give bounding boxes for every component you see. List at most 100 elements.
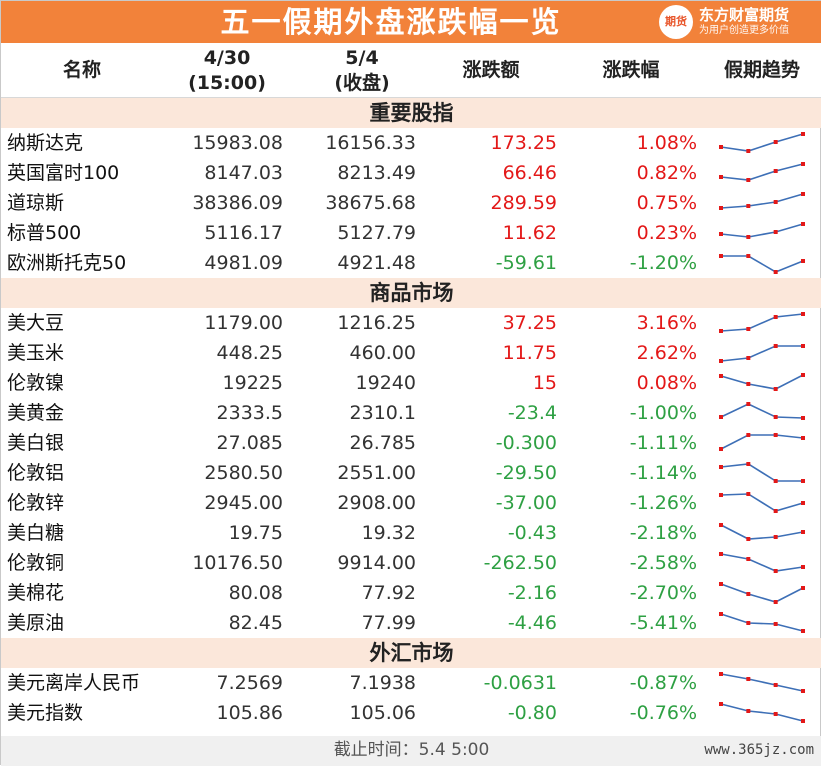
table-row: 美元离岸人民币 7.2569 7.1938 -0.0631 -0.87% [1,668,821,698]
price-0430: 448.25 [216,342,283,364]
sparkline-svg [719,433,805,451]
sparkline-point [773,712,778,716]
sparkline-point [746,677,751,681]
price-0430: 2333.5 [216,402,283,424]
sparkline-point [773,344,778,348]
sparkline-svg [719,552,805,573]
price-0430: 2945.00 [204,492,283,514]
change-amount: -0.43 [507,522,557,544]
sparkline-point [801,479,805,483]
instrument-name: 美白银 [7,432,65,454]
sparkline-svg [719,222,805,239]
instrument-name: 美白糖 [7,522,65,544]
change-amount: 289.59 [490,192,557,214]
sparkline-point [801,373,805,377]
header-date-1: 4/30 (15:00) [166,43,288,98]
price-0504: 1216.25 [337,312,416,334]
price-0504: 77.99 [361,612,416,634]
change-amount: -4.46 [507,612,557,634]
sparkline-point [719,582,723,586]
brand-logo: 期货 东方财富期货 为用户创造更多价值 [659,5,819,39]
sparkline-point [773,387,778,391]
change-amount: 37.25 [502,312,557,334]
cutoff-time: 截止时间：5.4 5:00 [333,740,490,760]
trend-sparkline [716,428,811,458]
instrument-name: 伦敦铜 [7,552,65,574]
change-percent: 3.16% [636,312,697,334]
header-change: 涨跌额 [431,43,551,98]
table-row: 伦敦镍 19225 19240 15 0.08% [1,368,821,398]
sparkline-point [773,230,778,234]
sparkline-point [719,175,723,179]
change-percent: -1.11% [629,432,697,454]
sparkline-line [720,345,803,362]
sparkline-point [719,145,723,149]
price-0430: 15983.08 [192,132,283,154]
section-header: 商品市场 [1,278,821,308]
header-date-2-top: 5/4 [345,46,379,69]
price-0504: 38675.68 [325,192,416,214]
price-0430: 27.085 [216,432,283,454]
change-percent: -2.58% [629,552,697,574]
sparkline-line [720,553,804,572]
sparkline-svg [719,612,805,633]
change-amount: 66.46 [502,162,557,184]
instrument-name: 美元指数 [7,702,84,724]
sparkline-svg [719,582,805,604]
trend-sparkline [716,398,811,428]
price-0430: 38386.09 [192,192,283,214]
instrument-name: 美黄金 [7,402,65,424]
change-amount: -0.0631 [483,672,557,694]
trend-sparkline [716,458,811,488]
sparkline-point [773,569,778,573]
sparkline-point [773,315,778,319]
trend-sparkline [716,248,811,278]
sparkline-point [719,493,723,497]
price-0504: 460.00 [349,342,416,364]
instrument-name: 美原油 [7,612,65,634]
change-amount: 173.25 [490,132,557,154]
change-amount: -37.00 [495,492,557,514]
sparkline-point [719,374,723,378]
sparkline-point [801,565,805,569]
sparkline-point [746,557,751,561]
sparkline-point [801,344,805,348]
section-header: 外汇市场 [1,638,821,668]
header-date-1-bottom: (15:00) [188,71,266,94]
trend-sparkline [716,338,811,368]
sparkline-point [719,523,723,527]
price-0430: 105.86 [216,702,283,724]
trend-sparkline [716,548,811,578]
price-0504: 8213.49 [337,162,416,184]
sparkline-point [801,629,805,633]
header-date-1-top: 4/30 [203,46,251,69]
change-percent: -0.76% [629,702,697,724]
table-row: 美白糖 19.75 19.32 -0.43 -2.18% [1,518,821,548]
header-trend-label: 假期趋势 [723,59,800,81]
sparkline-point [746,592,751,596]
sparkline-line [720,374,804,390]
price-0504: 77.92 [361,582,416,604]
change-amount: -23.4 [507,402,557,424]
table-row: 欧洲斯托克50 4981.09 4921.48 -59.61 -1.20% [1,248,821,278]
sparkline-point [746,402,751,406]
sparkline-point [801,222,805,226]
sparkline-point [801,192,805,196]
header-name-label: 名称 [62,59,101,81]
sparkline-point [801,586,805,590]
sparkline-point [746,178,751,182]
table-row: 美黄金 2333.5 2310.1 -23.4 -1.00% [1,398,821,428]
sparkline-line [720,703,804,722]
sparkline-point [746,327,751,331]
change-amount: -59.61 [495,252,557,274]
sparkline-point [773,622,778,626]
sparkline-point [773,200,778,204]
sparkline-line [720,193,804,209]
footer: 截止时间：5.4 5:00 www.365jz.com [1,736,821,766]
table-row: 道琼斯 38386.09 38675.68 289.59 0.75% [1,188,821,218]
sparkline-point [746,537,751,541]
price-0504: 105.06 [349,702,416,724]
sparkline-svg [719,492,805,513]
instrument-name: 美元离岸人民币 [7,672,141,694]
